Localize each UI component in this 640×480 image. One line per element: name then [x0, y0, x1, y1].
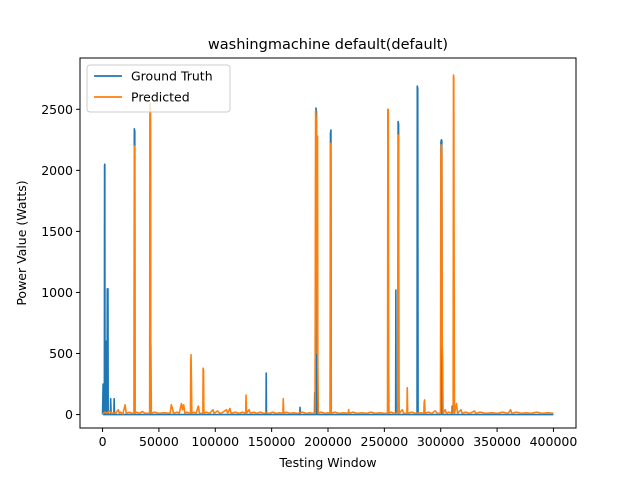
y-tick-label: 1500 [41, 224, 73, 239]
x-tick-label: 50000 [139, 434, 179, 449]
legend-label-predicted: Predicted [131, 90, 190, 105]
legend-box [86, 64, 231, 113]
legend: Ground Truth Predicted [86, 64, 231, 113]
y-axis-label: Power Value (Watts) [14, 180, 29, 305]
x-tick-label: 200000 [304, 434, 352, 449]
series-line-ground-truth [101, 85, 554, 416]
y-tick-label: 0 [65, 407, 73, 422]
y-tick-label: 500 [49, 346, 73, 361]
y-axis: 0 500 1000 1500 2000 2500 [41, 102, 80, 422]
x-tick-label: 0 [99, 434, 107, 449]
chart-title: washingmachine default(default) [208, 37, 448, 53]
legend-label-ground-truth: Ground Truth [131, 69, 213, 84]
x-tick-label: 300000 [417, 434, 465, 449]
x-tick-label: 150000 [248, 434, 296, 449]
y-tick-label: 1000 [41, 285, 73, 300]
x-axis: 0 50000 100000 150000 200000 250000 300000 3500… [99, 428, 578, 449]
x-tick-label: 100000 [191, 434, 239, 449]
y-tick-label: 2500 [41, 102, 73, 117]
x-tick-label: 350000 [473, 434, 521, 449]
x-tick-label: 250000 [361, 434, 409, 449]
series-line-predicted [102, 74, 554, 415]
y-tick-label: 2000 [41, 163, 73, 178]
x-axis-label: Testing Window [278, 455, 376, 470]
series-layer [101, 74, 554, 416]
x-tick-label: 400000 [530, 434, 578, 449]
